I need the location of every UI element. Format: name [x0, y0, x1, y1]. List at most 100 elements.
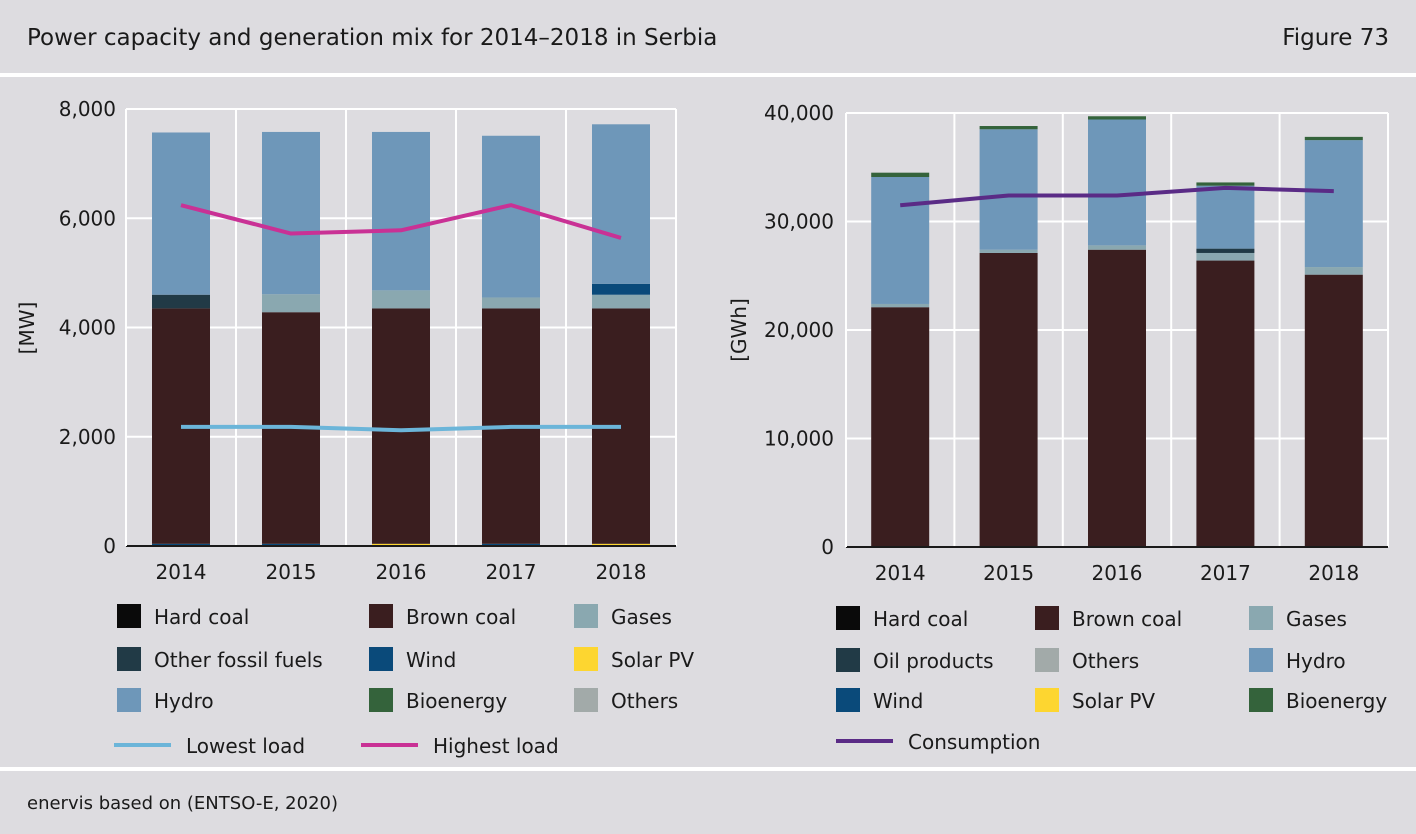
bar-0-2017-wind [482, 543, 540, 546]
bar-1-2016-brown-coal [1088, 249, 1146, 547]
x-tick-label-1-2: 2016 [1092, 561, 1143, 585]
bar-1-2015-brown-coal [979, 252, 1038, 547]
legend-label-1-hydro: Hydro [1286, 649, 1346, 673]
bar-1-2014-gases [871, 303, 930, 308]
bar-0-2015-wind [262, 543, 320, 546]
x-tick-label-0-1: 2015 [266, 560, 317, 584]
legend-swatch-0-gases [574, 604, 598, 628]
legend-swatch-0-wind [369, 647, 393, 671]
legend-swatch-1-others [1035, 648, 1059, 672]
legend-label-0-hydro: Hydro [154, 689, 214, 713]
figure-number: Figure 73 [1282, 25, 1389, 51]
legend-label-0-others: Others [611, 689, 678, 713]
page-title: Power capacity and generation mix for 20… [27, 25, 718, 51]
x-tick-label-1-0: 2014 [875, 561, 926, 585]
bar-0-2016-hydro [372, 131, 430, 291]
legend-swatch-0-bioenergy [369, 688, 393, 712]
x-tick-label-1-1: 2015 [983, 561, 1034, 585]
x-tick-label-0-4: 2018 [596, 560, 647, 584]
bar-1-2017-brown-coal [1196, 260, 1255, 547]
bar-0-2014-other-fossil-fuels [152, 294, 210, 309]
legend-label-1-oil-products: Oil products [873, 649, 994, 673]
bar-1-2018-hydro [1304, 140, 1363, 268]
x-tick-label-0-2: 2016 [376, 560, 427, 584]
legend-label-0-gases: Gases [611, 605, 672, 629]
bar-0-2016-solar-pv [372, 543, 430, 546]
bar-0-2018-solar-pv [592, 543, 650, 546]
legend-label-1-hard-coal: Hard coal [873, 607, 968, 631]
legend-label-1-gases: Gases [1286, 607, 1347, 631]
bar-1-2017-bioenergy [1196, 182, 1255, 186]
bar-0-2016-gases [372, 290, 430, 309]
legend-swatch-0-hard-coal [117, 604, 141, 628]
legend-swatch-0-others [574, 688, 598, 712]
legend-swatch-0-other-fossil-fuels [117, 647, 141, 671]
bar-0-2014-hydro [152, 132, 210, 295]
bar-0-2017-hydro [482, 135, 540, 298]
bar-1-2015-hydro [979, 129, 1038, 250]
legend-label-1-solar-pv: Solar PV [1072, 689, 1155, 713]
bar-1-2015-bioenergy [979, 126, 1038, 130]
legend-label-0-wind: Wind [406, 648, 456, 672]
bar-1-2017-oil-products [1196, 248, 1255, 253]
legend-swatch-1-solar-pv [1035, 688, 1059, 712]
footer-divider [0, 767, 1416, 771]
legend-line-label-1-consumption: Consumption [908, 730, 1040, 754]
bar-1-2017-gases [1196, 252, 1255, 261]
bar-1-2015-gases [979, 249, 1038, 253]
bar-1-2014-hydro [871, 177, 930, 304]
bar-1-2016-gases [1088, 245, 1146, 250]
bar-0-2018-wind-top [592, 283, 650, 295]
legend-swatch-1-hydro [1249, 648, 1273, 672]
y-tick-label-0-1: 2,000 [59, 425, 116, 449]
x-tick-label-1-4: 2018 [1308, 561, 1359, 585]
legend-swatch-1-bioenergy [1249, 688, 1273, 712]
legend-label-1-brown-coal: Brown coal [1072, 607, 1182, 631]
y-tick-label-1-2: 20,000 [764, 318, 834, 342]
bar-1-2014-brown-coal [871, 307, 930, 547]
legend-swatch-0-solar-pv [574, 647, 598, 671]
line-0-highest-load [180, 203, 622, 240]
y-tick-label-0-2: 4,000 [59, 316, 116, 340]
legend-swatch-1-hard-coal [836, 606, 860, 630]
bar-1-2018-gases [1304, 267, 1363, 275]
legend-label-1-wind: Wind [873, 689, 923, 713]
legend-swatch-1-brown-coal [1035, 606, 1059, 630]
legend-swatch-1-wind [836, 688, 860, 712]
bar-1-2017-hydro [1196, 185, 1255, 249]
legend-label-0-other-fossil-fuels: Other fossil fuels [154, 648, 323, 672]
y-tick-label-0-3: 6,000 [59, 206, 116, 230]
figure-header: Power capacity and generation mix for 20… [0, 0, 1416, 76]
bar-0-2015-hydro [262, 131, 320, 295]
bar-1-2014-bioenergy [871, 172, 930, 178]
legend-swatch-0-brown-coal [369, 604, 393, 628]
bar-0-2018-gases [592, 294, 650, 309]
bar-1-2016-hydro [1088, 119, 1146, 246]
y-tick-label-0-0: 0 [103, 534, 116, 558]
line-1-consumption [900, 185, 1334, 208]
header-divider [0, 73, 1416, 77]
bar-1-2018-brown-coal [1304, 274, 1363, 547]
x-tick-label-0-3: 2017 [486, 560, 537, 584]
y-axis-label-0: [MW] [15, 302, 39, 355]
source-note: enervis based on (ENTSO-E, 2020) [27, 793, 339, 814]
bar-0-2018-hydro [592, 124, 650, 284]
legend-label-0-hard-coal: Hard coal [154, 605, 249, 629]
legend-label-0-brown-coal: Brown coal [406, 605, 516, 629]
bar-0-2014-wind [152, 543, 210, 546]
legend-swatch-0-hydro [117, 688, 141, 712]
legend-label-0-solar-pv: Solar PV [611, 648, 694, 672]
x-tick-label-0-0: 2014 [156, 560, 207, 584]
y-tick-label-0-4: 8,000 [59, 97, 116, 121]
y-tick-label-1-3: 30,000 [764, 210, 834, 234]
legend-label-1-others: Others [1072, 649, 1139, 673]
bar-1-2018-bioenergy [1304, 136, 1363, 141]
legend-label-1-bioenergy: Bioenergy [1286, 689, 1387, 713]
legend-swatch-1-oil-products [836, 648, 860, 672]
legend-line-label-0-highest-load: Highest load [433, 734, 559, 758]
y-tick-label-1-1: 10,000 [764, 427, 834, 451]
legend-line-label-0-lowest-load: Lowest load [186, 734, 305, 758]
bar-0-2015-gases [262, 294, 320, 313]
y-tick-label-1-0: 0 [821, 535, 834, 559]
